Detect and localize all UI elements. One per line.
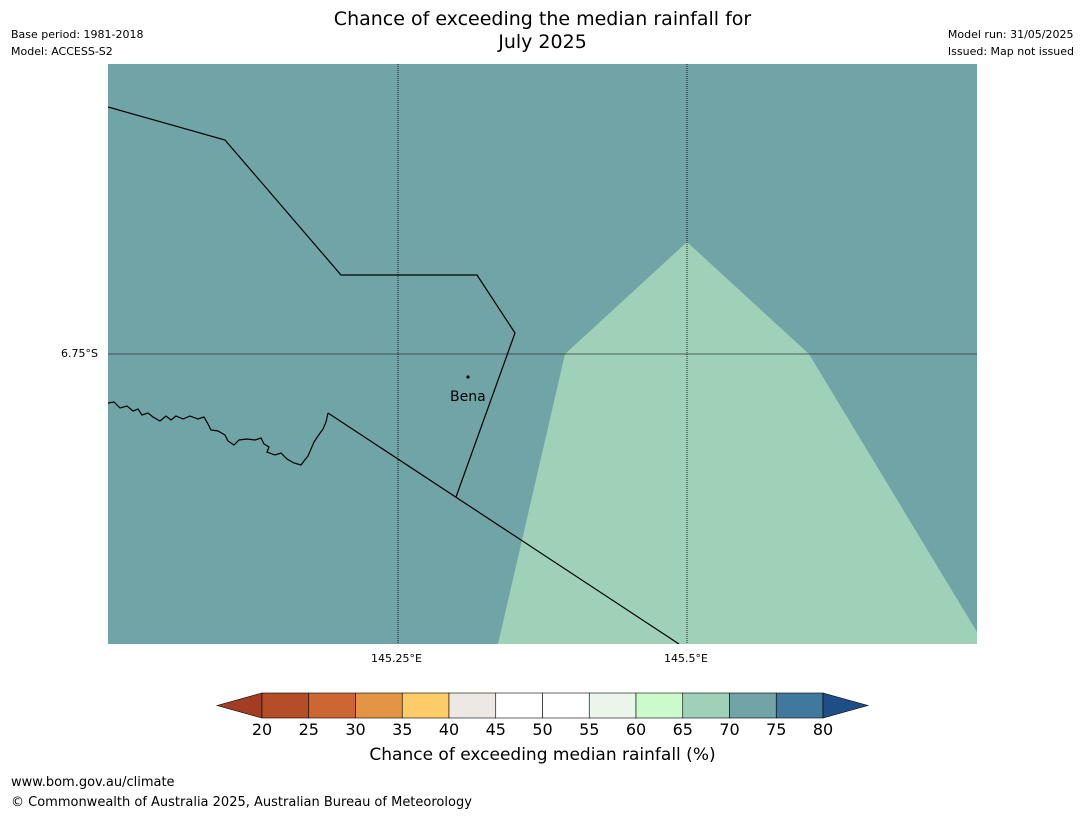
colorbar-tick-50: 50 (532, 720, 553, 739)
colorbar-swatch-50-55 (542, 692, 590, 719)
colorbar-tick-65: 65 (672, 720, 693, 739)
model-run: Model run: 31/05/2025 (947, 28, 1074, 41)
colorbar-tick-45: 45 (485, 720, 506, 739)
colorbar-tick-55: 55 (579, 720, 600, 739)
model-name: Model: ACCESS-S2 (11, 45, 113, 58)
meta-right: Model run: 31/05/2025 Issued: Map not is… (948, 26, 1074, 60)
colorbar-swatch-75-80 (775, 692, 824, 719)
colorbar-swatch-70-75 (729, 692, 777, 719)
latitude-label: 6.75°S (61, 347, 98, 360)
bena-marker (466, 375, 470, 379)
meta-left: Base period: 1981-2018 Model: ACCESS-S2 (11, 26, 143, 60)
place-label-bena: Bena (450, 389, 486, 405)
colorbar-swatch-45-50 (495, 692, 543, 719)
title-line-1: Chance of exceeding the median rainfall … (333, 8, 752, 30)
base-period: Base period: 1981-2018 (11, 28, 144, 41)
colorbar-swatch-40-45 (448, 692, 497, 719)
rainfall-map: Bena (108, 64, 977, 644)
map-region-class-65-70 (498, 242, 977, 644)
colorbar-swatch-55-60 (588, 692, 637, 719)
colorbar-swatch-20-25 (261, 692, 310, 719)
colorbar-extend-high (822, 692, 870, 719)
title-line-2: July 2025 (498, 31, 587, 53)
colorbar-swatch-65-70 (682, 692, 730, 719)
colorbar-tick-75: 75 (766, 720, 787, 739)
colorbar-swatches (215, 692, 870, 719)
province-boundary-south (327, 412, 680, 644)
colorbar-swatch-35-40 (401, 692, 450, 719)
colorbar-label: Chance of exceeding median rainfall (%) (369, 745, 716, 765)
longitude-label-145-25: 145.25°E (371, 652, 422, 665)
colorbar-tick-60: 60 (625, 720, 647, 739)
colorbar-tick-40: 40 (438, 720, 460, 739)
coastline (108, 401, 329, 466)
colorbar-tick-20: 20 (251, 720, 273, 739)
colorbar-tick-80: 80 (812, 720, 834, 739)
province-boundary (108, 106, 516, 498)
colorbar-tick-25: 25 (298, 720, 319, 739)
footer-url: www.bom.gov.au/climate (11, 775, 175, 790)
colorbar-extend-low (215, 692, 263, 719)
colorbar-tick-70: 70 (719, 720, 740, 739)
colorbar-swatch-30-35 (355, 692, 403, 719)
colorbar-swatch-25-30 (308, 692, 356, 719)
footer-copyright: © Commonwealth of Australia 2025, Austra… (11, 795, 472, 810)
colorbar-tick-35: 35 (392, 720, 413, 739)
longitude-label-145-5: 145.5°E (664, 652, 708, 665)
issued-status: Issued: Map not issued (947, 45, 1074, 58)
map-title: Chance of exceeding the median rainfall … (0, 8, 1085, 54)
colorbar-tick-30: 30 (345, 720, 366, 739)
colorbar-swatch-60-65 (635, 692, 684, 719)
